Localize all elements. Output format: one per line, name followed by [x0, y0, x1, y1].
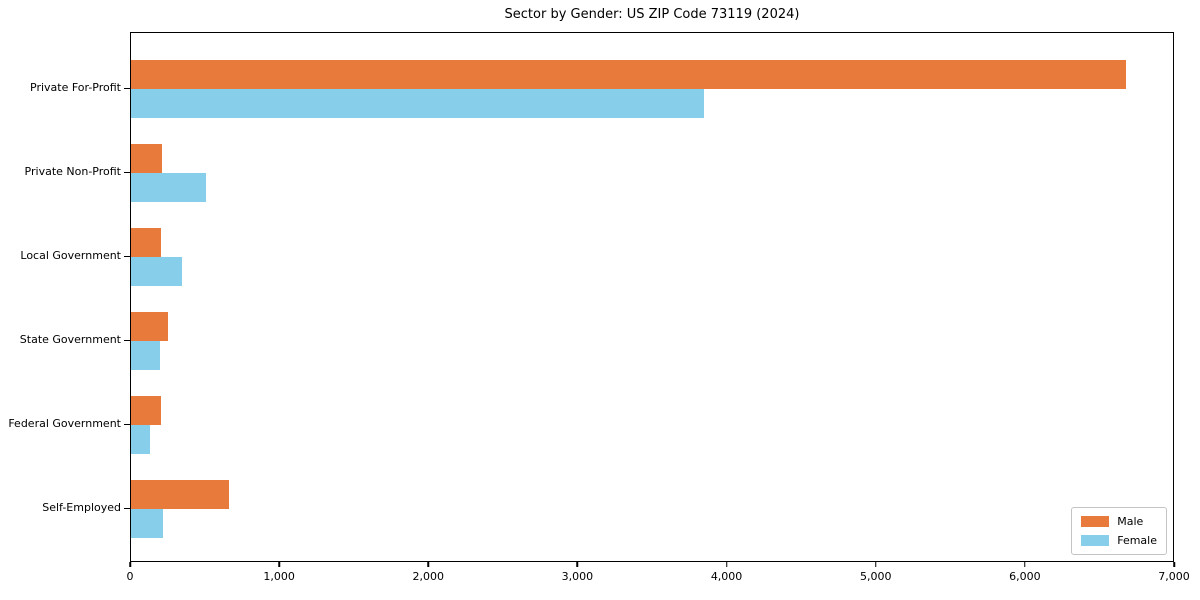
legend: Male Female [1071, 507, 1167, 555]
x-tick-mark-7-000 [1173, 562, 1175, 567]
legend-label-male: Male [1117, 515, 1144, 528]
bar-female-local-government [131, 257, 182, 286]
y-tick-mark-state-government [124, 339, 130, 341]
y-tick-mark-private-non-profit [124, 171, 130, 173]
y-tick-mark-self-employed [124, 507, 130, 509]
bar-male-local-government [131, 228, 161, 257]
bar-female-private-non-profit [131, 173, 206, 202]
x-tick-mark-6-000 [1024, 562, 1026, 567]
x-tick-label-6-000: 6,000 [1009, 570, 1041, 583]
legend-item-male: Male [1081, 515, 1157, 528]
y-tick-mark-private-for-profit [124, 87, 130, 89]
bar-female-self-employed [131, 509, 164, 538]
x-tick-label-5-000: 5,000 [859, 570, 892, 583]
x-tick-mark-0 [129, 562, 131, 567]
x-tick-mark-4-000 [725, 562, 728, 567]
chart-title: Sector by Gender: US ZIP Code 73119 (202… [504, 7, 800, 22]
x-tick-mark-5-000 [874, 562, 877, 567]
x-tick-mark-1-000 [278, 562, 280, 567]
x-tick-label-2-000: 2,000 [412, 570, 445, 583]
x-tick-label-3-000: 3,000 [561, 570, 594, 583]
y-tick-mark-federal-government [124, 423, 130, 425]
bar-female-private-for-profit [131, 89, 704, 118]
x-tick-label-1-000: 1,000 [263, 570, 295, 583]
y-tick-label-self-employed: Self-Employed [42, 501, 121, 514]
legend-item-female: Female [1081, 534, 1157, 547]
plot-area: Male Female [130, 32, 1174, 562]
bar-male-state-government [131, 312, 169, 341]
x-tick-label-0: 0 [126, 570, 134, 583]
x-tick-label-4-000: 4,000 [710, 570, 743, 583]
bar-male-self-employed [131, 480, 230, 509]
x-tick-mark-3-000 [576, 562, 579, 567]
y-tick-label-local-government: Local Government [20, 249, 121, 262]
legend-swatch-female [1081, 535, 1110, 546]
y-tick-label-private-for-profit: Private For-Profit [30, 81, 121, 94]
bar-male-private-non-profit [131, 144, 163, 173]
y-tick-label-state-government: State Government [19, 333, 121, 346]
y-tick-label-federal-government: Federal Government [8, 417, 121, 430]
x-tick-label-7-000: 7,000 [1158, 570, 1190, 583]
bar-male-private-for-profit [131, 60, 1126, 89]
legend-label-female: Female [1117, 534, 1157, 547]
bar-female-federal-government [131, 425, 151, 454]
bar-female-state-government [131, 341, 161, 370]
x-tick-mark-2-000 [427, 562, 430, 567]
legend-swatch-male [1081, 516, 1110, 527]
bar-male-federal-government [131, 396, 161, 425]
y-tick-mark-local-government [124, 255, 130, 257]
y-tick-label-private-non-profit: Private Non-Profit [24, 165, 121, 178]
